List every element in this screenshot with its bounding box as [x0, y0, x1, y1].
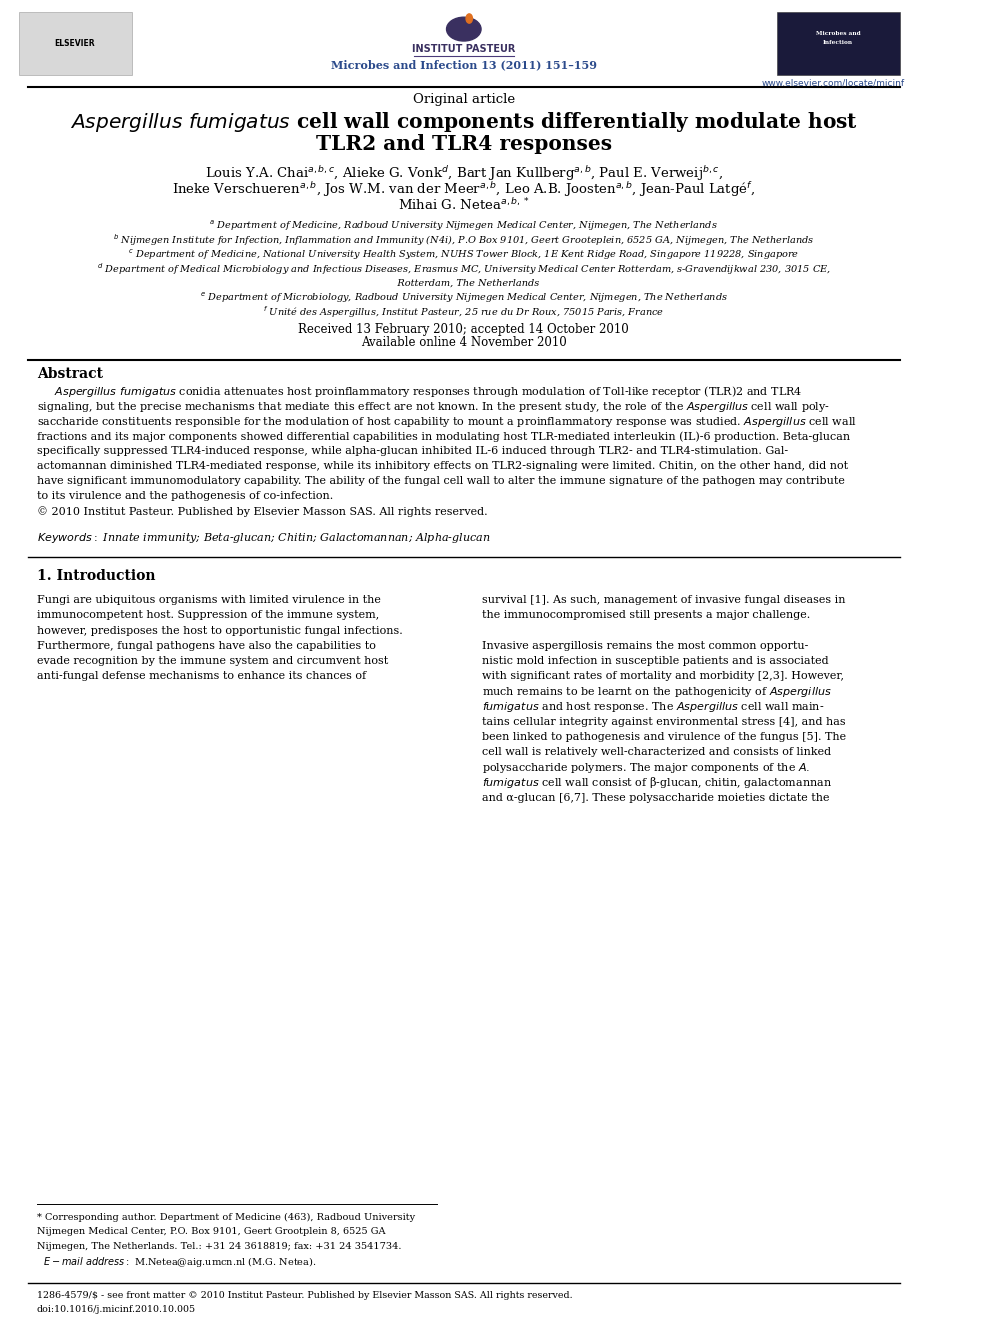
Text: Abstract: Abstract: [37, 368, 103, 381]
Text: nistic mold infection in susceptible patients and is associated: nistic mold infection in susceptible pat…: [482, 656, 828, 665]
Text: actomannan diminished TLR4-mediated response, while its inhibitory effects on TL: actomannan diminished TLR4-mediated resp…: [37, 462, 848, 471]
Text: © 2010 Institut Pasteur. Published by Elsevier Masson SAS. All rights reserved.: © 2010 Institut Pasteur. Published by El…: [37, 505, 487, 516]
Text: Rotterdam, The Netherlands: Rotterdam, The Netherlands: [388, 279, 540, 288]
Text: saccharide constituents responsible for the modulation of host capability to mou: saccharide constituents responsible for …: [37, 414, 857, 429]
Text: with significant rates of mortality and morbidity [2,3]. However,: with significant rates of mortality and …: [482, 671, 844, 681]
Ellipse shape: [446, 17, 481, 41]
Text: and α-glucan [6,7]. These polysaccharide moieties dictate the: and α-glucan [6,7]. These polysaccharide…: [482, 792, 829, 803]
Text: $\it{fumigatus}$ cell wall consist of β-glucan, chitin, galactomannan: $\it{fumigatus}$ cell wall consist of β-…: [482, 775, 832, 790]
Circle shape: [466, 13, 472, 24]
Text: evade recognition by the immune system and circumvent host: evade recognition by the immune system a…: [37, 656, 388, 665]
Text: $^{b}$ Nijmegen Institute for Infection, Inflammation and Immunity (N4i), P.O Bo: $^{b}$ Nijmegen Institute for Infection,…: [113, 233, 814, 249]
Text: $\it{fumigatus}$ and host response. The $\it{Aspergillus}$ cell wall main-: $\it{fumigatus}$ and host response. The …: [482, 700, 824, 713]
Text: $^{e}$ Department of Microbiology, Radboud University Nijmegen Medical Center, N: $^{e}$ Department of Microbiology, Radbo…: [199, 291, 728, 304]
Text: the immunocompromised still presents a major challenge.: the immunocompromised still presents a m…: [482, 610, 810, 620]
Text: signaling, but the precise mechanisms that mediate this effect are not known. In: signaling, but the precise mechanisms th…: [37, 400, 830, 414]
Text: to its virulence and the pathogenesis of co-infection.: to its virulence and the pathogenesis of…: [37, 491, 333, 501]
Text: 1286-4579/$ - see front matter © 2010 Institut Pasteur. Published by Elsevier Ma: 1286-4579/$ - see front matter © 2010 In…: [37, 1291, 572, 1299]
Text: Received 13 February 2010; accepted 14 October 2010: Received 13 February 2010; accepted 14 O…: [299, 323, 629, 336]
Text: $^{c}$ Department of Medicine, National University Health System, NUHS Tower Blo: $^{c}$ Department of Medicine, National …: [128, 247, 800, 262]
Text: Mihai G. Netea$^{a,b,*}$: Mihai G. Netea$^{a,b,*}$: [398, 197, 530, 213]
Text: Microbes and Infection 13 (2011) 151–159: Microbes and Infection 13 (2011) 151–159: [330, 60, 597, 70]
Bar: [777, 12, 900, 75]
Text: Furthermore, fungal pathogens have also the capabilities to: Furthermore, fungal pathogens have also …: [37, 640, 376, 651]
Text: Louis Y.A. Chai$^{a,b,c}$, Alieke G. Vonk$^{d}$, Bart Jan Kullberg$^{a,b}$, Paul: Louis Y.A. Chai$^{a,b,c}$, Alieke G. Von…: [204, 164, 723, 183]
Text: Available online 4 November 2010: Available online 4 November 2010: [361, 336, 566, 349]
Text: Nijmegen Medical Center, P.O. Box 9101, Geert Grootplein 8, 6525 GA: Nijmegen Medical Center, P.O. Box 9101, …: [37, 1228, 386, 1237]
Text: * Corresponding author. Department of Medicine (463), Radboud University: * Corresponding author. Department of Me…: [37, 1213, 415, 1221]
Text: $\it{Aspergillus\ fumigatus}$ conidia attenuates host proinflammatory responses : $\it{Aspergillus\ fumigatus}$ conidia at…: [37, 384, 803, 400]
Text: $^{f}$ Unité des Aspergillus, Institut Pasteur, 25 rue du Dr Roux, 75015 Paris, : $^{f}$ Unité des Aspergillus, Institut P…: [263, 304, 665, 320]
Text: have significant immunomodulatory capability. The ability of the fungal cell wal: have significant immunomodulatory capabi…: [37, 476, 845, 487]
Text: Invasive aspergillosis remains the most common opportu-: Invasive aspergillosis remains the most …: [482, 640, 808, 651]
Text: $\it{E-mail\ address:}$ M.Netea@aig.umcn.nl (M.G. Netea).: $\it{E-mail\ address:}$ M.Netea@aig.umcn…: [37, 1254, 316, 1269]
Text: fractions and its major components showed differential capabilities in modulatin: fractions and its major components showe…: [37, 431, 850, 442]
Text: doi:10.1016/j.micinf.2010.10.005: doi:10.1016/j.micinf.2010.10.005: [37, 1306, 196, 1314]
Text: however, predisposes the host to opportunistic fungal infections.: however, predisposes the host to opportu…: [37, 626, 403, 635]
Text: www.elsevier.com/locate/micinf: www.elsevier.com/locate/micinf: [761, 79, 905, 87]
Text: INSTITUT PASTEUR: INSTITUT PASTEUR: [412, 44, 516, 54]
Text: Nijmegen, The Netherlands. Tel.: +31 24 3618819; fax: +31 24 3541734.: Nijmegen, The Netherlands. Tel.: +31 24 …: [37, 1242, 402, 1252]
Text: 1. Introduction: 1. Introduction: [37, 569, 156, 583]
Text: Infection: Infection: [823, 40, 853, 45]
Text: $\it{Keywords:}$ Innate immunity; Beta-glucan; Chitin; Galactomannan; Alpha-gluc: $\it{Keywords:}$ Innate immunity; Beta-g…: [37, 531, 491, 545]
Text: Original article: Original article: [413, 93, 515, 106]
Text: been linked to pathogenesis and virulence of the fungus [5]. The: been linked to pathogenesis and virulenc…: [482, 732, 846, 742]
Text: polysaccharide polymers. The major components of the $\it{A.}$: polysaccharide polymers. The major compo…: [482, 761, 810, 774]
Text: specifically suppressed TLR4-induced response, while alpha-glucan inhibited IL-6: specifically suppressed TLR4-induced res…: [37, 446, 788, 456]
Text: Microbes and: Microbes and: [815, 30, 860, 36]
Text: cell wall is relatively well-characterized and consists of linked: cell wall is relatively well-characteriz…: [482, 747, 831, 757]
Bar: [19, 12, 132, 75]
Text: TLR2 and TLR4 responses: TLR2 and TLR4 responses: [315, 134, 612, 155]
Text: tains cellular integrity against environmental stress [4], and has: tains cellular integrity against environ…: [482, 717, 845, 726]
Text: $\it{Aspergillus\ fumigatus}$ cell wall components differentially modulate host: $\it{Aspergillus\ fumigatus}$ cell wall …: [69, 110, 858, 134]
Text: survival [1]. As such, management of invasive fungal diseases in: survival [1]. As such, management of inv…: [482, 595, 845, 605]
Text: Fungi are ubiquitous organisms with limited virulence in the: Fungi are ubiquitous organisms with limi…: [37, 595, 381, 605]
Text: ELSEVIER: ELSEVIER: [55, 40, 95, 48]
Text: much remains to be learnt on the pathogenicity of $\it{Aspergillus}$: much remains to be learnt on the pathoge…: [482, 684, 832, 699]
Text: Ineke Verschueren$^{a,b}$, Jos W.M. van der Meer$^{a,b}$, Leo A.B. Joosten$^{a,b: Ineke Verschueren$^{a,b}$, Jos W.M. van …: [173, 180, 755, 198]
Text: immunocompetent host. Suppression of the immune system,: immunocompetent host. Suppression of the…: [37, 610, 379, 620]
Text: anti-fungal defense mechanisms to enhance its chances of: anti-fungal defense mechanisms to enhanc…: [37, 671, 366, 681]
Text: $^{d}$ Department of Medical Microbiology and Infectious Diseases, Erasmus MC, U: $^{d}$ Department of Medical Microbiolog…: [97, 261, 830, 277]
Text: $^{a}$ Department of Medicine, Radboud University Nijmegen Medical Center, Nijme: $^{a}$ Department of Medicine, Radboud U…: [209, 220, 718, 233]
